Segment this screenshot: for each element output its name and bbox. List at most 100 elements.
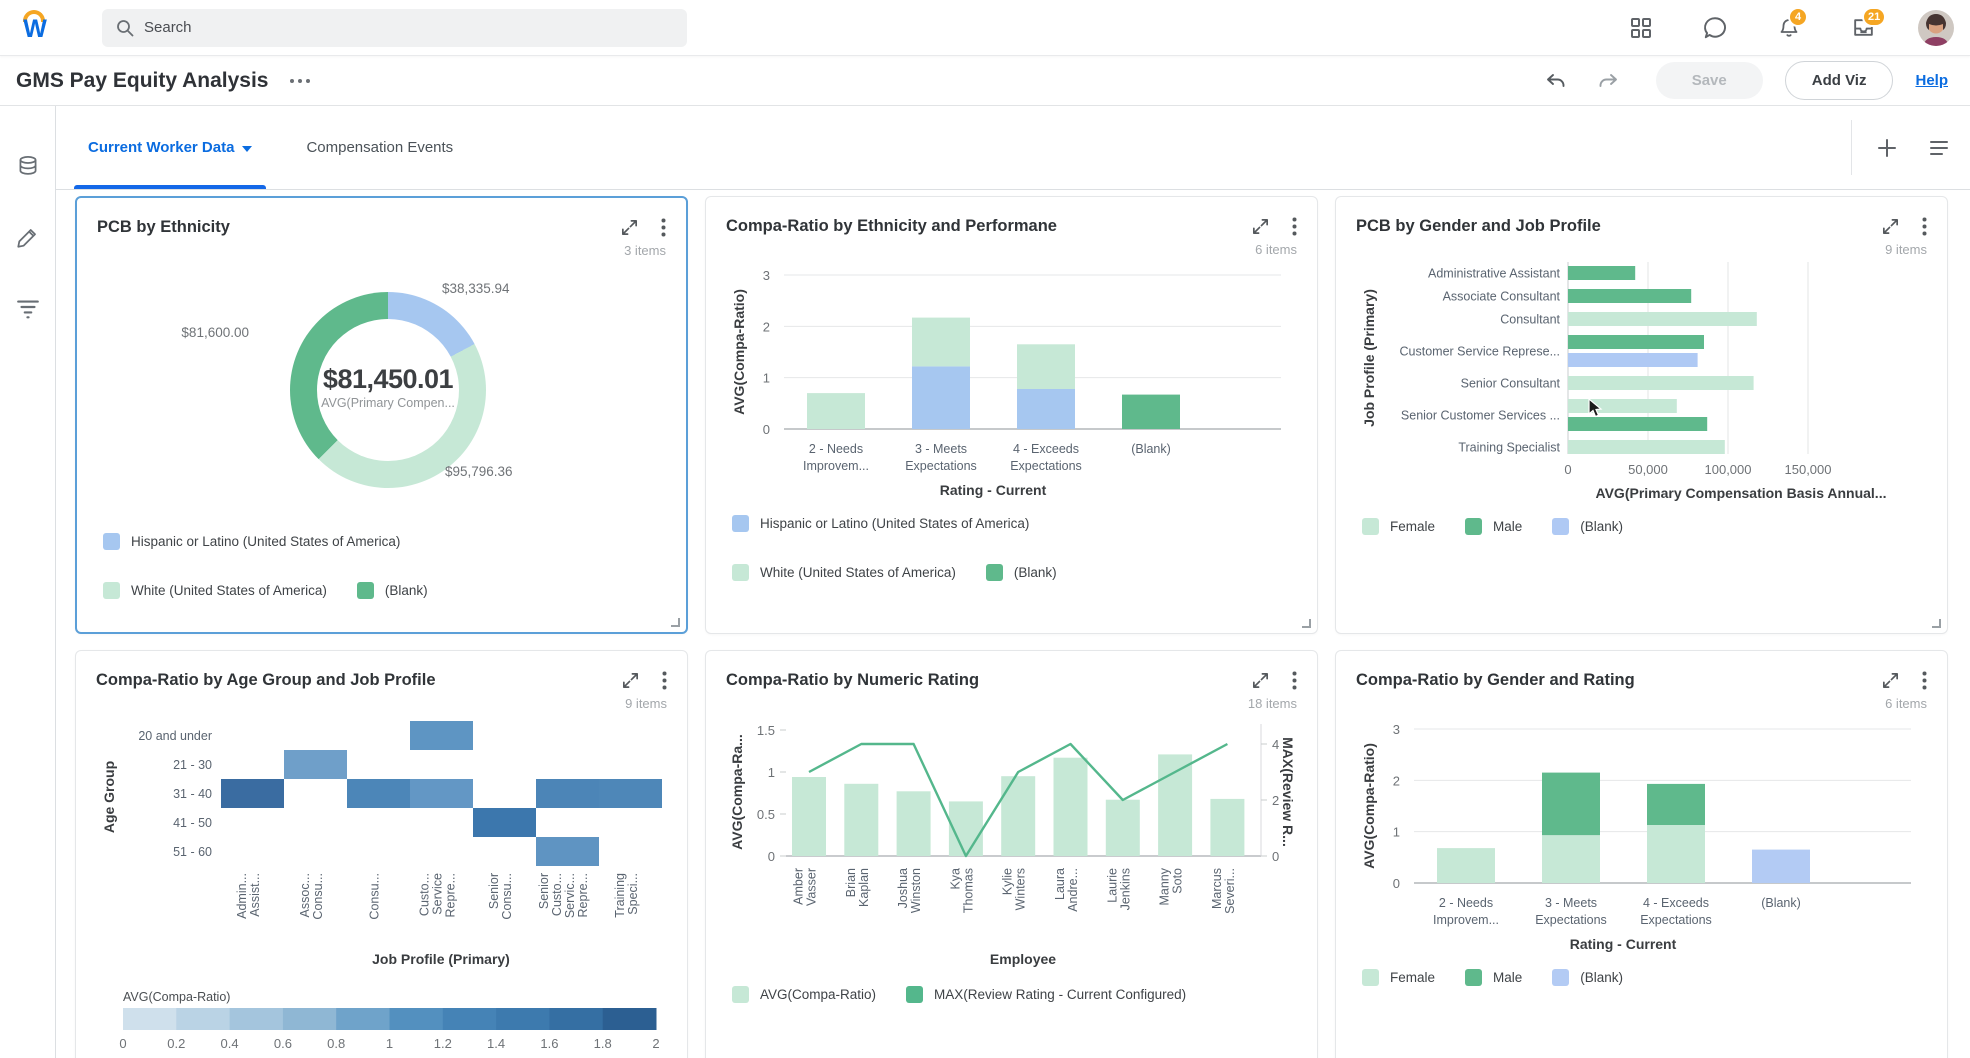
- add-viz-button[interactable]: Add Viz: [1784, 61, 1894, 100]
- legend-swatch: [1465, 969, 1483, 986]
- legend-label: AVG(Compa-Ratio): [760, 987, 877, 1002]
- bar-segment: [1647, 825, 1705, 883]
- undo-icon[interactable]: [1544, 69, 1568, 93]
- chart-canvas[interactable]: $81,450.01 AVG(Primary Compen... $38,335…: [97, 259, 666, 521]
- svg-text:Consu...: Consu...: [368, 873, 382, 920]
- viz-card-compa-ratio-age-job-profile[interactable]: Compa-Ratio by Age Group and Job Profile…: [75, 650, 688, 1058]
- chart-legend: Female Male (Blank): [1356, 969, 1927, 986]
- card-title: Compa-Ratio by Age Group and Job Profile: [96, 671, 436, 689]
- svg-text:MarcusSeveri...: MarcusSeveri...: [1210, 868, 1237, 914]
- svg-text:Expectations: Expectations: [1640, 913, 1712, 927]
- filter-icon[interactable]: [15, 294, 41, 320]
- legend-item: White (United States of America): [732, 564, 956, 581]
- expand-icon[interactable]: [620, 218, 639, 237]
- bar-segment: [1017, 344, 1075, 389]
- svg-text:Employee: Employee: [990, 951, 1056, 967]
- expand-icon[interactable]: [1881, 671, 1900, 690]
- inbox-icon[interactable]: 21: [1850, 6, 1887, 41]
- tab-label: Compensation Events: [306, 139, 454, 156]
- legend-label: White (United States of America): [131, 583, 327, 598]
- svg-text:0.4: 0.4: [221, 1036, 239, 1051]
- svg-text:0: 0: [1564, 462, 1571, 477]
- legend-label: Female: [1390, 519, 1436, 534]
- svg-text:0: 0: [768, 849, 775, 864]
- search-input[interactable]: Search: [102, 8, 687, 47]
- svg-text:0.5: 0.5: [757, 807, 775, 822]
- svg-text:1: 1: [386, 1036, 393, 1051]
- edit-pencil-icon[interactable]: [15, 224, 41, 250]
- legend-swatch: [1362, 969, 1379, 986]
- card-title: PCB by Gender and Job Profile: [1356, 217, 1601, 235]
- more-menu-icon[interactable]: [661, 218, 666, 237]
- color-scale-step: [496, 1008, 550, 1030]
- viz-card-compa-ratio-ethnicity-performance[interactable]: Compa-Ratio by Ethnicity and Performane …: [705, 196, 1318, 634]
- expand-icon[interactable]: [1251, 671, 1270, 690]
- svg-text:2 - Needs: 2 - Needs: [809, 442, 863, 456]
- svg-text:Custo...ServiceRepre...: Custo...ServiceRepre...: [418, 873, 458, 918]
- more-menu-icon[interactable]: [1922, 671, 1927, 690]
- chat-icon[interactable]: [1702, 15, 1728, 41]
- viz-card-pcb-gender-job-profile[interactable]: PCB by Gender and Job Profile 9 items 0 5…: [1335, 196, 1948, 634]
- avatar[interactable]: [1918, 9, 1954, 46]
- svg-text:1: 1: [1393, 825, 1400, 840]
- resize-handle[interactable]: [1302, 619, 1311, 628]
- viz-card-compa-ratio-numeric-rating[interactable]: Compa-Ratio by Numeric Rating 18 items 0…: [705, 650, 1318, 1058]
- add-tab-icon[interactable]: [1876, 137, 1898, 159]
- stacked-bar-chart: 0 1 2 3 2 - Needs Improvem... 3 - Meets Expecta…: [731, 268, 1281, 498]
- chart-canvas[interactable]: 20 and under 21 - 30 31 - 40 41 - 50 51 - 60…: [96, 712, 667, 1056]
- bar: [792, 777, 826, 856]
- more-menu-icon[interactable]: [1292, 671, 1297, 690]
- legend-label: White (United States of America): [760, 565, 956, 580]
- svg-text:4 - Exceeds: 4 - Exceeds: [1643, 896, 1709, 910]
- chart-canvas[interactable]: 0 50,000 100,000 150,000 Administrative Assi…: [1356, 258, 1927, 506]
- chart-canvas[interactable]: 0 0.5 1 1.5 0 2 4 AmberVasser BrianKaplan JoshuaW…: [726, 712, 1297, 974]
- bar: [1568, 335, 1704, 349]
- legend-swatch: [732, 986, 749, 1003]
- legend-swatch: [103, 582, 120, 599]
- notifications-bell-icon[interactable]: 4: [1776, 6, 1808, 41]
- expand-icon[interactable]: [1881, 217, 1900, 236]
- svg-text:Rating - Current: Rating - Current: [1570, 936, 1677, 952]
- legend-item: (Blank): [985, 564, 1057, 581]
- heatmap-cell: [221, 779, 284, 808]
- data-source-icon[interactable]: [15, 154, 41, 180]
- legend-swatch: [1552, 518, 1570, 535]
- svg-text:Rating - Current: Rating - Current: [940, 482, 1047, 498]
- chart-canvas[interactable]: 0 1 2 3 2 - Needs Improvem... 3 - Meets Expecta…: [1356, 712, 1927, 957]
- viz-card-compa-ratio-gender-rating[interactable]: Compa-Ratio by Gender and Rating 6 items…: [1335, 650, 1948, 1058]
- svg-text:100,000: 100,000: [1705, 462, 1752, 477]
- expand-icon[interactable]: [621, 671, 640, 690]
- menu-list-icon[interactable]: [1928, 137, 1950, 159]
- svg-text:(Blank): (Blank): [1131, 442, 1171, 456]
- heatmap-cell: [410, 721, 473, 750]
- tab-compensation-events[interactable]: Compensation Events: [292, 106, 467, 189]
- help-link[interactable]: Help: [1915, 72, 1948, 89]
- heatmap-chart: 20 and under 21 - 30 31 - 40 41 - 50 51 - 60…: [101, 721, 662, 1051]
- search-icon: [117, 19, 134, 36]
- more-menu-icon[interactable]: [662, 671, 667, 690]
- chart-canvas[interactable]: 0 1 2 3 2 - Needs Improvem... 3 - Meets Expecta…: [726, 258, 1297, 503]
- legend-label: (Blank): [1580, 970, 1624, 985]
- legend-item: Male: [1465, 518, 1522, 535]
- more-menu-icon[interactable]: [1922, 217, 1927, 236]
- bar: [948, 801, 983, 856]
- legend-swatch: [732, 515, 749, 532]
- viz-card-pcb-by-ethnicity[interactable]: PCB by Ethnicity 3 items $81,450.01 AVG(…: [75, 196, 688, 634]
- expand-icon[interactable]: [1251, 217, 1270, 236]
- more-menu-icon[interactable]: [1292, 217, 1297, 236]
- workday-logo[interactable]: W: [18, 9, 52, 47]
- save-button[interactable]: Save: [1655, 62, 1763, 99]
- heatmap-cell: [536, 779, 599, 808]
- tab-current-worker-data[interactable]: Current Worker Data: [74, 106, 267, 189]
- resize-handle[interactable]: [1932, 619, 1941, 628]
- title-menu-icon[interactable]: [290, 78, 311, 83]
- color-scale-step: [336, 1008, 390, 1030]
- redo-icon[interactable]: [1596, 69, 1620, 93]
- bar: [1568, 289, 1692, 303]
- apps-grid-icon[interactable]: [1628, 15, 1654, 41]
- logo-arc: [23, 9, 45, 22]
- bar: [1210, 798, 1245, 856]
- resize-handle[interactable]: [671, 618, 680, 627]
- bar-segment: [1542, 772, 1600, 836]
- legend-label: MAX(Review Rating - Current Configured): [934, 987, 1187, 1002]
